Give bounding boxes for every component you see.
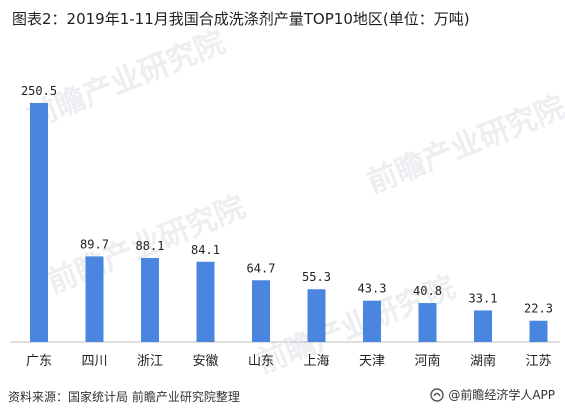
bar <box>418 303 437 342</box>
bar <box>307 289 326 342</box>
brand: @前瞻经济学人APP <box>430 386 555 403</box>
category-label: 天津 <box>359 354 385 369</box>
category-label: 安徽 <box>192 354 218 369</box>
value-label: 43.3 <box>358 282 387 296</box>
value-label: 250.5 <box>21 84 57 98</box>
value-label: 64.7 <box>247 261 276 275</box>
brand-logo-icon <box>430 387 445 402</box>
value-label: 22.3 <box>524 302 553 316</box>
bar <box>529 320 548 342</box>
category-label: 河南 <box>414 353 440 369</box>
category-label: 浙江 <box>137 354 163 369</box>
bar <box>474 310 492 342</box>
category-label: 上海 <box>303 354 329 369</box>
bar <box>196 261 215 342</box>
value-label: 40.8 <box>413 284 442 298</box>
chart-title: 图表2：2019年1-11月我国合成洗涤剂产量TOP10地区(单位：万吨) <box>12 10 470 28</box>
bar <box>30 103 48 342</box>
category-label: 江苏 <box>525 353 551 369</box>
bar <box>363 300 381 342</box>
bar <box>252 280 270 342</box>
value-label: 33.1 <box>469 291 498 305</box>
category-label: 广东 <box>26 354 52 369</box>
bar <box>85 256 104 342</box>
category-label: 湖南 <box>470 353 496 369</box>
bar <box>141 257 159 342</box>
value-label: 88.1 <box>136 239 165 253</box>
category-label: 山东 <box>248 354 274 369</box>
value-label: 89.7 <box>80 237 109 251</box>
source-note: 资料来源：国家统计局 前瞻产业研究院整理 <box>8 390 240 404</box>
category-label: 四川 <box>81 354 107 369</box>
value-label: 55.3 <box>302 270 331 284</box>
brand-label: @前瞻经济学人APP <box>448 388 555 402</box>
value-label: 84.1 <box>191 243 220 257</box>
